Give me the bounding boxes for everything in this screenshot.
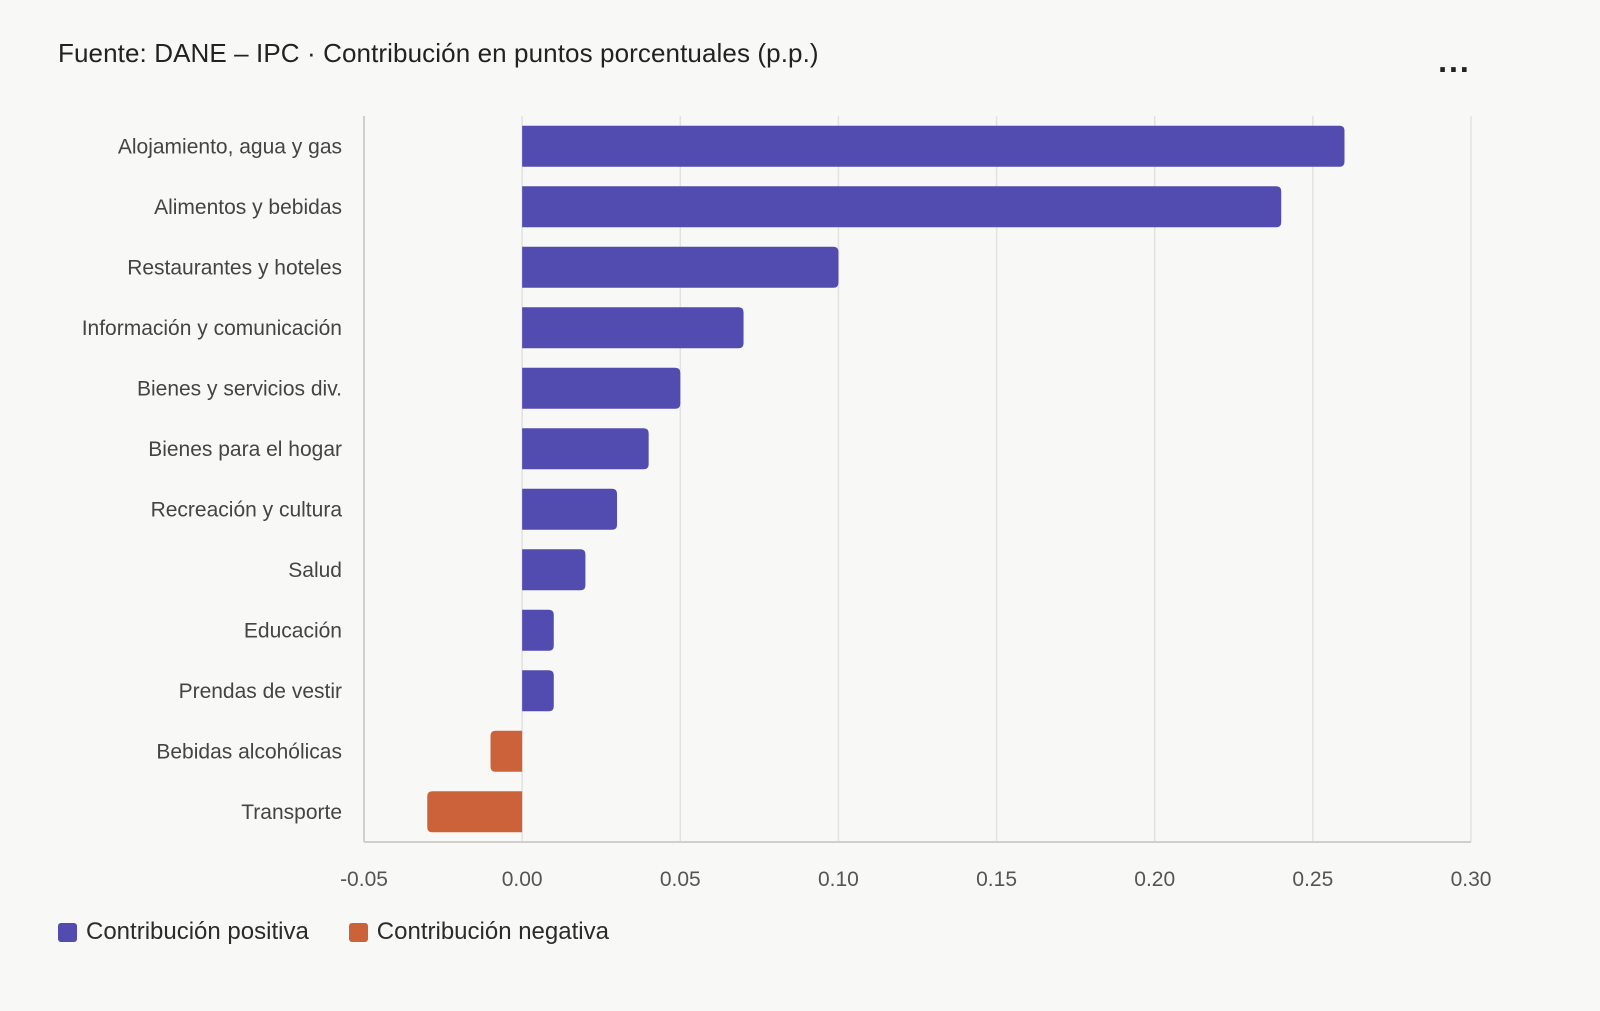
category-label: Salud	[288, 559, 342, 582]
chart-title: Fuente: DANE – IPC · Contribución en pun…	[58, 38, 819, 68]
x-tick-label: -0.05	[340, 868, 388, 891]
category-label: Prendas de vestir	[179, 680, 342, 703]
bar[interactable]	[522, 307, 744, 349]
x-tick-label: 0.05	[660, 868, 701, 891]
bar[interactable]	[522, 670, 554, 712]
x-tick-label: 0.20	[1134, 868, 1175, 891]
category-label: Bienes para el hogar	[148, 438, 342, 461]
category-labels: Alojamiento, agua y gas Alimentos y bebid…	[82, 135, 343, 824]
legend-label-negative: Contribución negativa	[376, 918, 609, 945]
x-axis-ticks: -0.05 0.00 0.05 0.10 0.15 0.20 0.25 0.30	[340, 868, 1491, 891]
more-options-icon[interactable]: ...	[1428, 46, 1480, 82]
category-label: Alimentos y bebidas	[154, 196, 342, 219]
category-label: Bebidas alcohólicas	[156, 740, 342, 763]
x-tick-label: 0.25	[1292, 868, 1333, 891]
bar[interactable]	[427, 791, 523, 833]
bar[interactable]	[522, 246, 839, 288]
bar[interactable]	[522, 609, 554, 651]
category-label: Restaurantes y hoteles	[127, 256, 342, 279]
bar[interactable]	[522, 125, 1345, 167]
category-label: Recreación y cultura	[151, 498, 343, 521]
category-label: Educación	[244, 619, 342, 642]
legend: Contribución positiva Contribución negat…	[58, 918, 609, 946]
bar[interactable]	[522, 549, 586, 591]
bar[interactable]	[522, 186, 1282, 228]
legend-swatch-negative	[348, 922, 368, 942]
bar[interactable]	[522, 488, 618, 530]
legend-label-positive: Contribución positiva	[86, 918, 309, 945]
grid-lines	[363, 116, 1472, 843]
bar[interactable]	[522, 367, 681, 409]
category-label: Transporte	[241, 801, 342, 824]
x-tick-label: 0.30	[1451, 868, 1492, 891]
bars	[427, 125, 1345, 833]
legend-swatch-positive	[58, 922, 77, 942]
x-tick-label: 0.00	[502, 868, 543, 891]
x-tick-label: 0.15	[976, 868, 1017, 891]
legend-item-positive[interactable]: Contribución positiva	[58, 918, 309, 946]
bar[interactable]	[490, 730, 523, 772]
x-tick-label: 0.10	[818, 868, 859, 891]
category-label: Bienes y servicios div.	[137, 377, 342, 400]
legend-item-negative[interactable]: Contribución negativa	[348, 918, 609, 946]
category-label: Alojamiento, agua y gas	[118, 135, 342, 158]
category-label: Información y comunicación	[82, 317, 342, 340]
bar[interactable]	[522, 428, 649, 470]
